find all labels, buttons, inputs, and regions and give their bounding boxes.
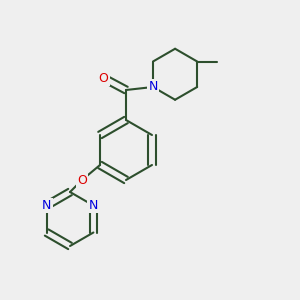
Text: N: N: [148, 80, 158, 94]
Text: O: O: [99, 71, 108, 85]
Text: N: N: [89, 199, 98, 212]
Text: O: O: [77, 173, 87, 187]
Text: N: N: [42, 199, 51, 212]
